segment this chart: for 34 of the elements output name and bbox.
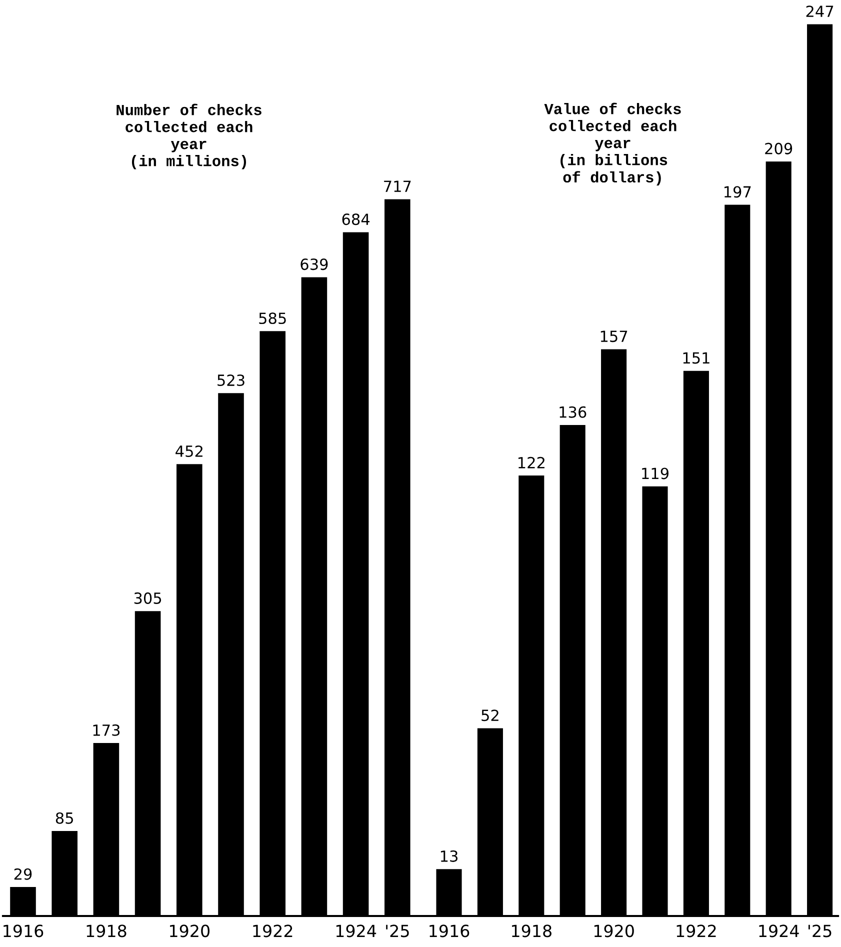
- text: Value of checks collected each year (in billions of dollars): [544, 102, 681, 186]
- data-label: 173: [93, 724, 120, 736]
- x-tick-label: 1916: [4, 924, 44, 938]
- x-tick-label: 1924: [336, 924, 376, 938]
- x-tick-label: 1918: [512, 924, 552, 938]
- x-tick-label: 1918: [86, 924, 126, 938]
- x-tick-label: '25: [386, 924, 409, 938]
- data-label: 122: [518, 456, 544, 468]
- data-label: 452: [176, 445, 202, 458]
- data-label: 209: [765, 142, 792, 154]
- chart-title: Number of checks collected each year (in millions): [116, 104, 262, 170]
- data-label: 585: [259, 312, 286, 324]
- x-tick-label: 1924: [759, 924, 799, 938]
- x-tick-label: 1920: [594, 924, 634, 938]
- data-label: 717: [384, 180, 411, 192]
- data-label: 197: [724, 186, 751, 198]
- data-label: 119: [642, 468, 669, 480]
- data-label: 85: [56, 812, 73, 824]
- x-tick-label: 1922: [253, 924, 292, 938]
- data-label: 523: [218, 374, 244, 386]
- data-label: 29: [14, 868, 32, 880]
- data-label: 157: [600, 330, 628, 342]
- data-label: 13: [440, 850, 458, 862]
- data-label: 151: [683, 352, 710, 364]
- x-tick-label: 1916: [430, 924, 470, 938]
- data-label: 136: [560, 406, 586, 418]
- x-tick-label: 1922: [676, 924, 716, 938]
- data-label: 305: [134, 592, 162, 604]
- x-tick-label: 1920: [170, 924, 210, 938]
- data-label: 639: [300, 258, 328, 270]
- data-label: 52: [482, 710, 498, 722]
- x-tick-label: '25: [808, 924, 832, 938]
- data-label: 247: [806, 6, 834, 17]
- data-label: 684: [342, 214, 370, 226]
